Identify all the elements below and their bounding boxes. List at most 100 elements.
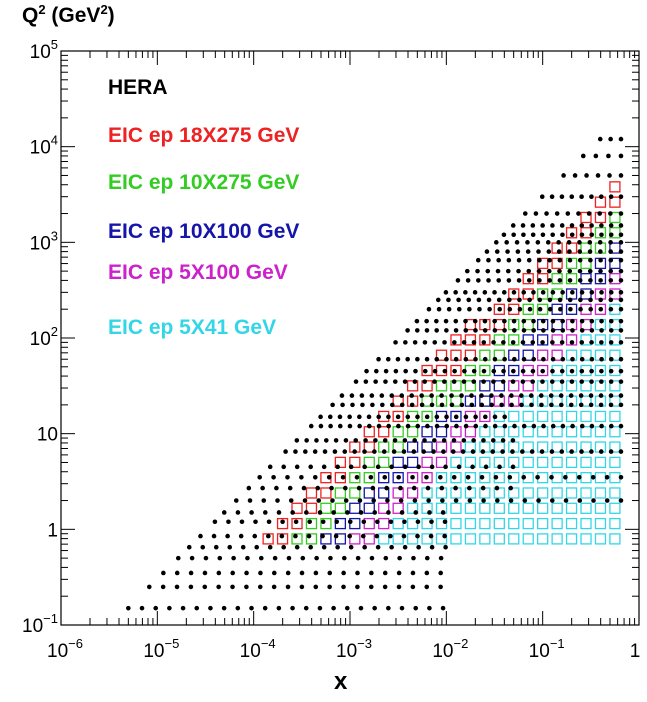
- hera-data-point: [262, 605, 268, 611]
- eic-bin-marker: [551, 487, 563, 499]
- hera-data-point: [466, 297, 472, 303]
- eic-bin-marker: [551, 349, 563, 361]
- hera-data-point: [444, 356, 449, 362]
- hera-data-point: [538, 393, 544, 398]
- hera-data-point: [293, 533, 298, 539]
- eic-bin-marker: [493, 426, 505, 438]
- eic-bin-marker: [508, 395, 520, 407]
- hera-data-point: [421, 449, 426, 454]
- hera-data-point: [287, 485, 293, 491]
- hera-data-point: [550, 423, 556, 429]
- hera-data-point: [432, 379, 437, 384]
- eic-bin-marker: [421, 533, 433, 545]
- hera-data-point: [452, 340, 457, 345]
- eic-bin-marker: [479, 517, 491, 530]
- hera-data-point: [569, 368, 575, 374]
- hera-data-point: [427, 510, 432, 515]
- hera-data-point: [475, 257, 481, 263]
- hera-data-point: [599, 379, 604, 384]
- hera-data-point: [516, 257, 522, 263]
- hera-data-point: [410, 584, 416, 590]
- hera-data-point: [383, 368, 389, 374]
- hera-data-point: [341, 584, 346, 590]
- hera-data-point: [355, 555, 361, 561]
- hera-data-point: [598, 278, 603, 283]
- hera-data-point: [461, 438, 467, 443]
- hera-data-point: [569, 194, 575, 199]
- hera-data-point: [618, 173, 624, 178]
- eic-bin-marker: [406, 426, 419, 438]
- hera-data-point: [266, 519, 272, 525]
- hera-data-point: [569, 449, 574, 454]
- hera-data-point: [274, 485, 279, 491]
- hera-data-point: [608, 328, 614, 333]
- hera-data-point: [517, 306, 523, 312]
- hera-data-point: [559, 379, 565, 384]
- hera-data-point: [318, 423, 324, 429]
- hera-data-point: [510, 340, 516, 345]
- hera-data-point: [359, 393, 365, 398]
- hera-data-point: [608, 136, 613, 142]
- hera-data-point: [425, 423, 430, 429]
- eic-bin-marker: [609, 472, 621, 484]
- eic-bin-marker: [450, 456, 462, 469]
- hera-data-point: [540, 379, 545, 384]
- hera-data-point: [494, 485, 500, 491]
- hera-data-point: [401, 449, 407, 454]
- hera-data-point: [361, 519, 367, 525]
- hera-data-point: [481, 498, 486, 503]
- hera-data-point: [434, 414, 440, 420]
- hera-data-point: [343, 438, 349, 443]
- eic-bin-marker: [406, 533, 419, 545]
- hera-data-point: [411, 555, 416, 561]
- hera-data-point: [368, 474, 374, 480]
- hera-data-point: [399, 402, 405, 408]
- hera-data-point: [439, 485, 445, 491]
- eic-bin-marker: [537, 502, 549, 514]
- hera-data-point: [454, 423, 459, 429]
- hera-data-point: [429, 544, 435, 550]
- hera-data-point: [577, 249, 583, 254]
- eic-bin-marker: [493, 318, 505, 331]
- hera-data-point: [584, 173, 589, 178]
- hera-data-point: [453, 356, 459, 362]
- hera-data-point: [618, 318, 624, 324]
- hera-data-point: [370, 402, 375, 408]
- hera-data-point: [509, 402, 514, 408]
- hera-data-point: [399, 605, 405, 611]
- eic-bin-marker: [522, 502, 534, 514]
- hera-data-point: [333, 533, 339, 539]
- hera-data-point: [560, 290, 565, 295]
- hera-data-point: [537, 278, 542, 283]
- hera-data-point: [451, 474, 457, 480]
- hera-data-point: [335, 544, 340, 550]
- hera-data-point: [372, 449, 377, 454]
- hera-data-point: [510, 438, 516, 443]
- hera-data-point: [588, 278, 593, 283]
- hera-data-point: [560, 328, 566, 333]
- eic-bin-marker: [565, 472, 578, 484]
- hera-data-point: [536, 268, 542, 274]
- hera-data-point: [599, 223, 604, 228]
- hera-data-point: [501, 340, 506, 345]
- hera-data-point: [369, 570, 374, 576]
- eic-bin-marker: [334, 472, 347, 484]
- hera-data-point: [558, 306, 563, 312]
- eic-bin-marker: [493, 303, 505, 315]
- hera-data-point: [405, 328, 410, 333]
- hera-data-point: [500, 438, 506, 443]
- hera-data-point: [424, 318, 429, 324]
- hera-data-point: [560, 232, 565, 238]
- hera-data-point: [588, 393, 594, 398]
- eic-bin-marker: [421, 502, 433, 514]
- eic-bin-marker: [464, 334, 477, 346]
- hera-data-point: [285, 584, 291, 590]
- eic-bin-marker: [464, 426, 477, 438]
- hera-data-point: [589, 194, 594, 199]
- hera-data-point: [203, 555, 209, 561]
- hera-data-point: [441, 449, 446, 454]
- eic-bin-marker: [508, 288, 520, 300]
- hera-data-point: [294, 438, 300, 443]
- hera-data-point: [198, 533, 203, 539]
